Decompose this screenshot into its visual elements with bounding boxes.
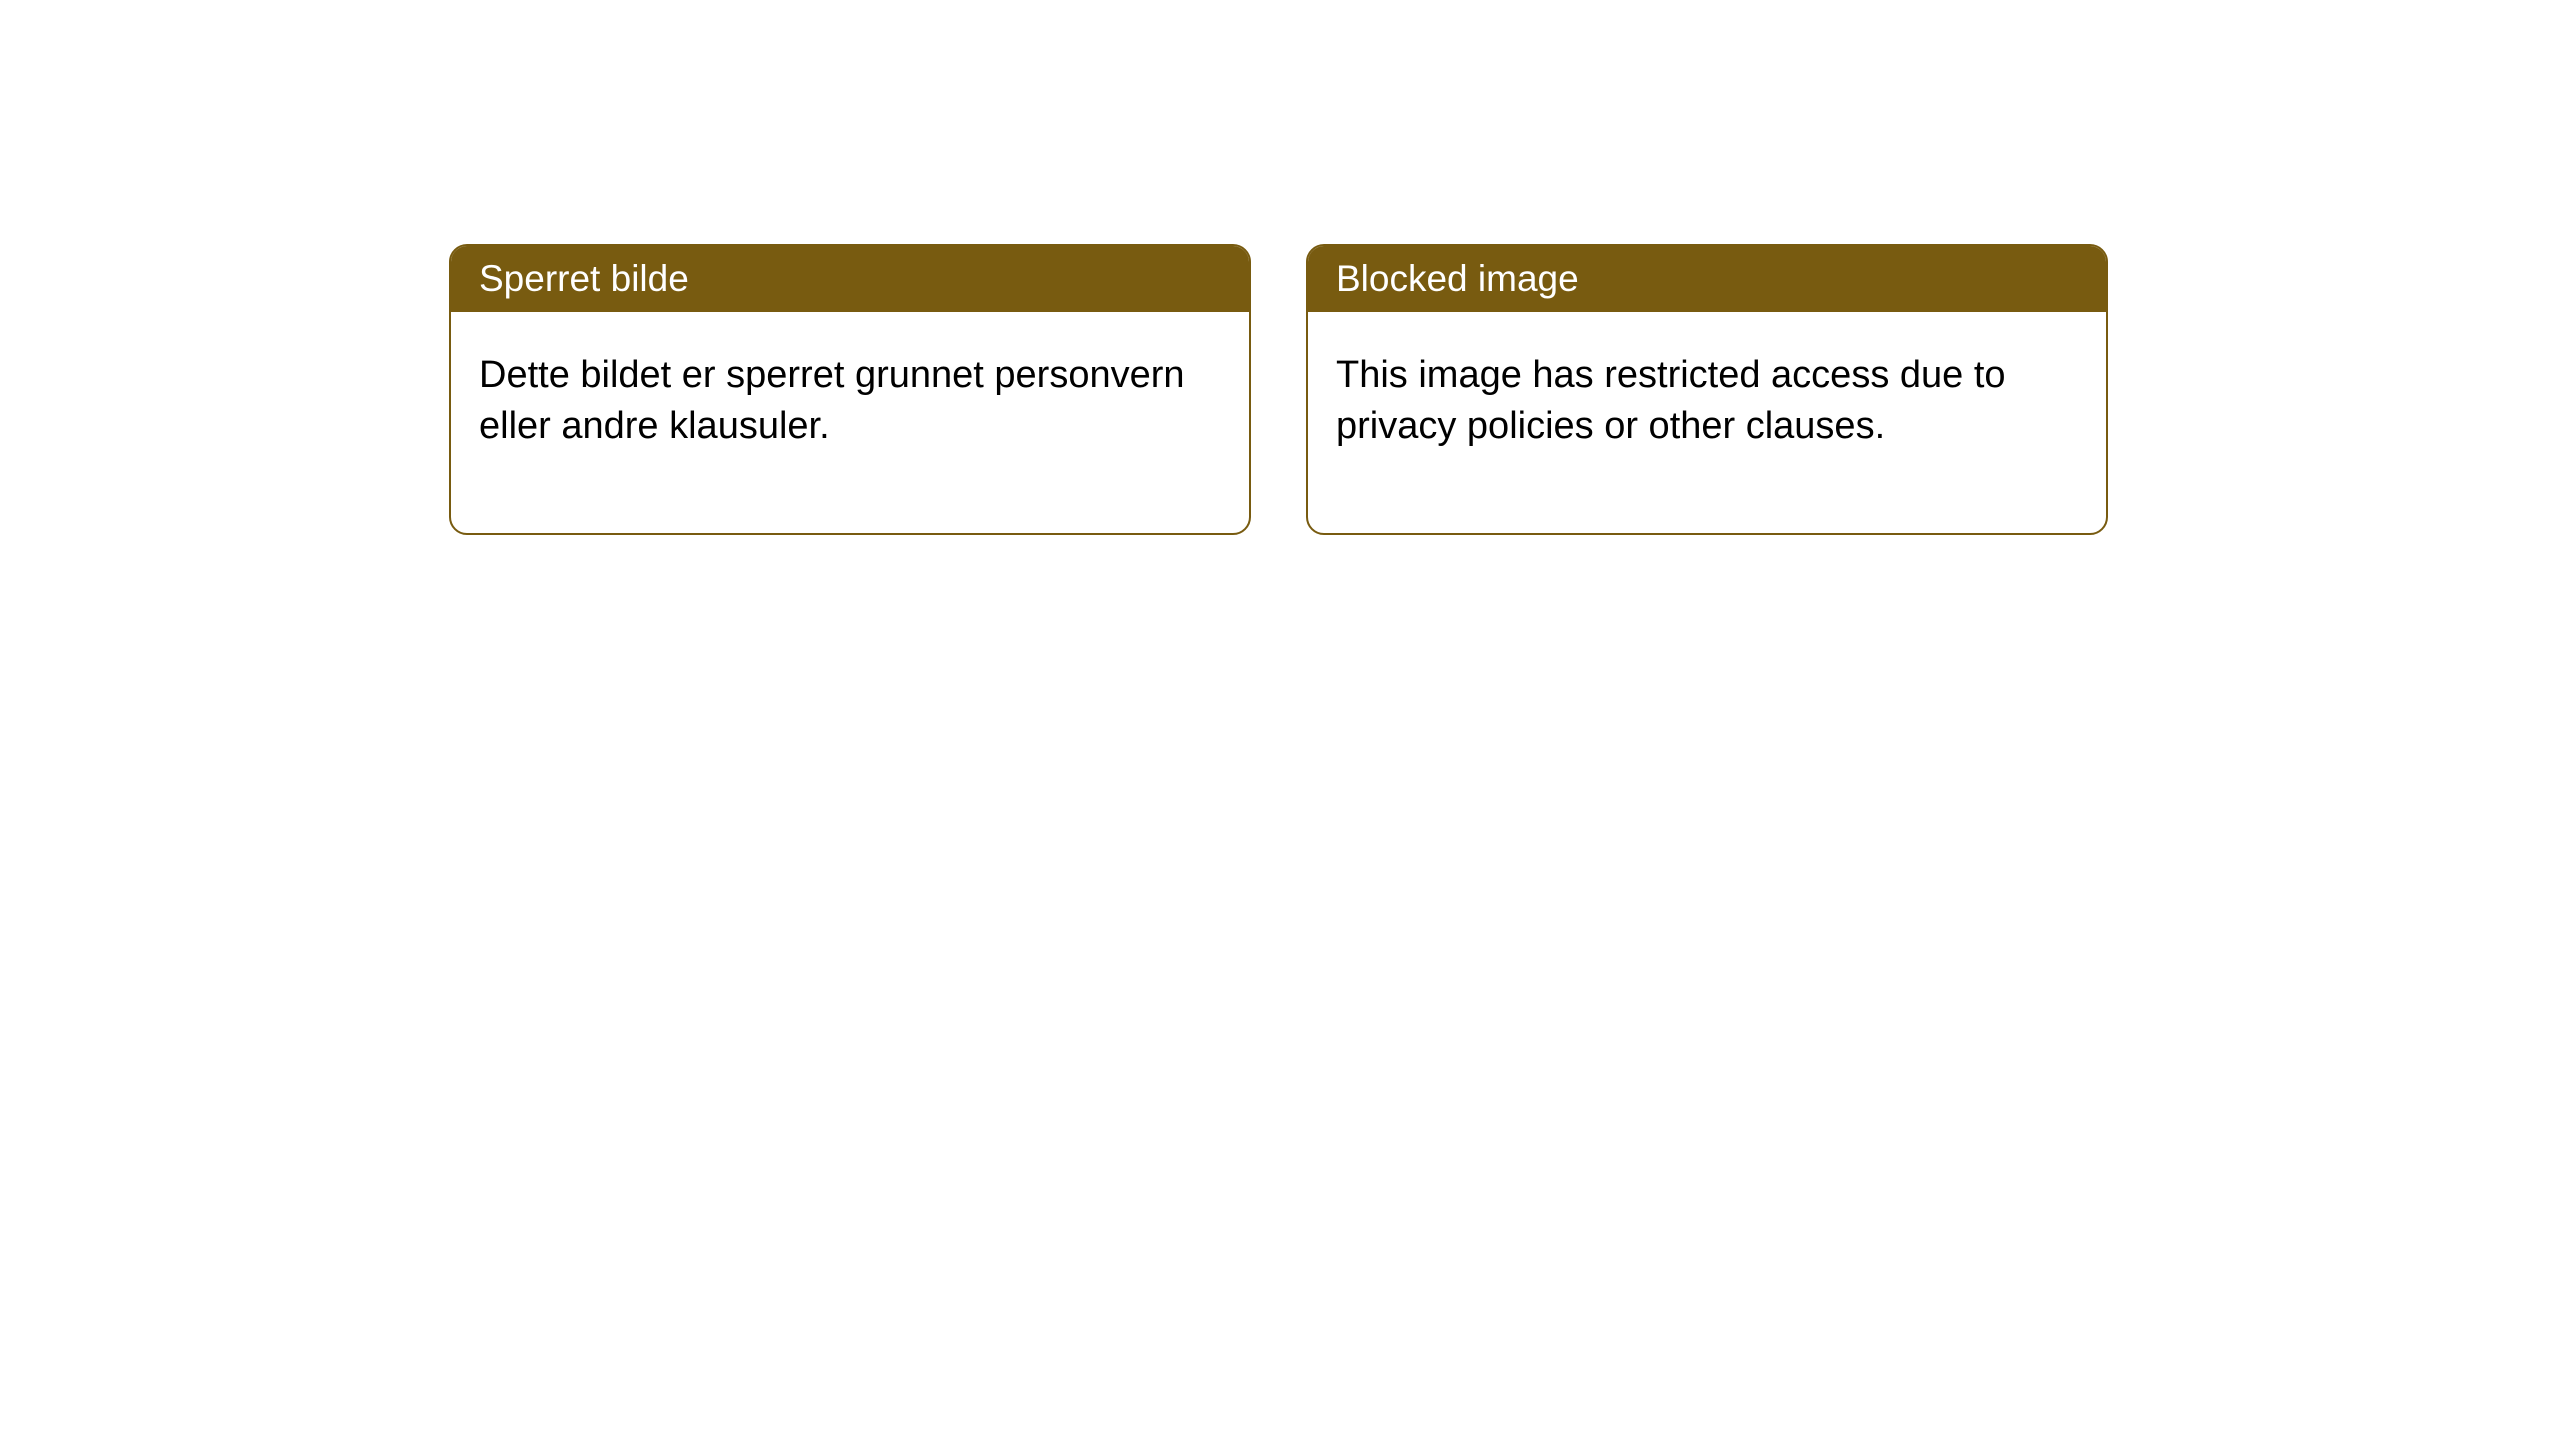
card-message-norwegian: Dette bildet er sperret grunnet personve… [479,354,1185,447]
card-header-english: Blocked image [1308,246,2106,312]
card-title-norwegian: Sperret bilde [479,258,689,299]
card-title-english: Blocked image [1336,258,1579,299]
card-message-english: This image has restricted access due to … [1336,354,2006,447]
notice-card-english: Blocked image This image has restricted … [1306,244,2108,535]
notice-container: Sperret bilde Dette bildet er sperret gr… [449,244,2108,535]
card-body-norwegian: Dette bildet er sperret grunnet personve… [451,312,1249,533]
notice-card-norwegian: Sperret bilde Dette bildet er sperret gr… [449,244,1251,535]
card-body-english: This image has restricted access due to … [1308,312,2106,533]
card-header-norwegian: Sperret bilde [451,246,1249,312]
